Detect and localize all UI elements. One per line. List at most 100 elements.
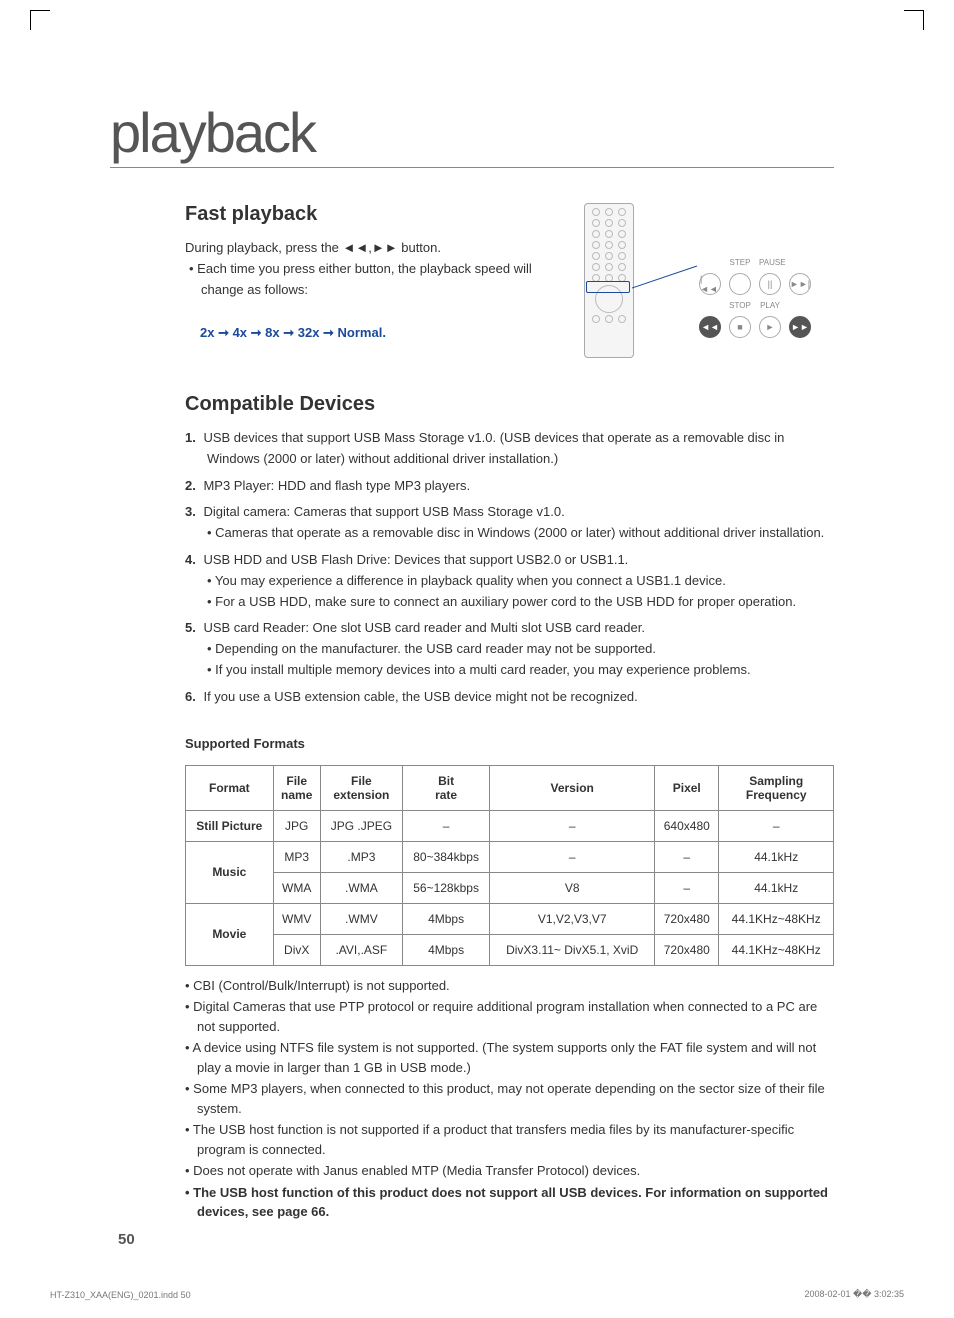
fast-playback-heading: Fast playback [185, 203, 544, 226]
table-header: Bitrate [402, 765, 489, 810]
table-cell: MP3 [273, 841, 320, 872]
footer-left: HT-Z310_XAA(ENG)_0201.indd 50 [50, 1290, 191, 1300]
table-header-row: FormatFilenameFileextensionBitrateVersio… [186, 765, 834, 810]
table-cell: – [490, 841, 655, 872]
list-item: 4. USB HDD and USB Flash Drive: Devices … [185, 550, 834, 612]
table-cell: .WMA [320, 872, 402, 903]
prev-button: |◄◄ [699, 273, 721, 295]
table-cell: V8 [490, 872, 655, 903]
format-cell: Music [186, 841, 274, 903]
table-cell: 44.1kHz [719, 841, 834, 872]
table-cell: 44.1KHz~48KHz [719, 934, 834, 965]
table-cell: DivX [273, 934, 320, 965]
table-row: MovieWMV.WMV4MbpsV1,V2,V3,V7720x48044.1K… [186, 903, 834, 934]
remote-figure: STEP PAUSE |◄◄ || ►►| STOP PLAY [584, 203, 834, 363]
page-number: 50 [118, 1231, 135, 1248]
table-cell: – [655, 872, 719, 903]
table-header: Pixel [655, 765, 719, 810]
stop-label: STOP [729, 301, 751, 310]
table-row: WMA.WMA56~128kbpsV8–44.1kHz [186, 872, 834, 903]
note-item: • The USB host function of this product … [185, 1183, 834, 1222]
speed-sequence: 2x ➞ 4x ➞ 8x ➞ 32x ➞ Normal. [200, 325, 544, 341]
remote-highlight [586, 281, 630, 293]
table-cell: .MP3 [320, 841, 402, 872]
list-sub-item: • For a USB HDD, make sure to connect an… [207, 592, 834, 613]
note-item: • CBI (Control/Bulk/Interrupt) is not su… [185, 976, 834, 996]
table-cell: .WMV [320, 903, 402, 934]
rewind-icon: ◄◄ [343, 240, 369, 255]
speed-bullet-text: Each time you press either button, the p… [197, 261, 532, 297]
note-item: • Does not operate with Janus enabled MT… [185, 1161, 834, 1181]
callout-line [632, 188, 702, 293]
compatible-heading: Compatible Devices [185, 393, 834, 416]
formats-table: FormatFilenameFileextensionBitrateVersio… [185, 765, 834, 966]
note-item: • Some MP3 players, when connected to th… [185, 1079, 834, 1118]
note-item: • A device using NTFS file system is not… [185, 1038, 834, 1077]
table-cell: 720x480 [655, 934, 719, 965]
table-cell: 4Mbps [402, 934, 489, 965]
page-content: playback Fast playback During playback, … [110, 100, 834, 1252]
table-header: Fileextension [320, 765, 402, 810]
table-cell: 720x480 [655, 903, 719, 934]
list-item: 2. MP3 Player: HDD and flash type MP3 pl… [185, 476, 834, 497]
list-item: 5. USB card Reader: One slot USB card re… [185, 618, 834, 680]
play-label: PLAY [759, 301, 781, 310]
footer-right: 2008-02-01 �� 3:02:35 [804, 1289, 904, 1300]
step-label: STEP [729, 258, 751, 267]
crop-mark-tr [904, 10, 924, 30]
rewind-button: ◄◄ [699, 316, 721, 338]
table-cell: DivX3.11~ DivX5.1, XviD [490, 934, 655, 965]
table-row: Still PictureJPGJPG .JPEG––640x480– [186, 810, 834, 841]
table-cell: JPG [273, 810, 320, 841]
table-header: Version [490, 765, 655, 810]
forward-icon: ►► [372, 240, 398, 255]
fast-playback-section: Fast playback During playback, press the… [185, 203, 834, 363]
list-item: 6. If you use a USB extension cable, the… [185, 687, 834, 708]
list-item: 1. USB devices that support USB Mass Sto… [185, 428, 834, 470]
table-cell: 4Mbps [402, 903, 489, 934]
formats-heading: Supported Formats [185, 736, 834, 751]
intro-pre: During playback, press the [185, 240, 343, 255]
table-cell: .AVI,.ASF [320, 934, 402, 965]
stop-button: ■ [729, 316, 751, 338]
table-cell: – [402, 810, 489, 841]
list-sub-item: • If you install multiple memory devices… [207, 660, 834, 681]
format-cell: Movie [186, 903, 274, 965]
table-cell: JPG .JPEG [320, 810, 402, 841]
fastforward-button: ►► [789, 316, 811, 338]
intro-post: button. [398, 240, 441, 255]
table-cell: 640x480 [655, 810, 719, 841]
table-cell: – [490, 810, 655, 841]
play-button: ► [759, 316, 781, 338]
table-cell: 44.1KHz~48KHz [719, 903, 834, 934]
fast-intro: During playback, press the ◄◄,►► button. [185, 238, 544, 259]
table-cell: 44.1kHz [719, 872, 834, 903]
pause-label: PAUSE [759, 258, 781, 267]
list-sub-item: • Cameras that operate as a removable di… [207, 523, 834, 544]
step-button [729, 273, 751, 295]
compatible-list: 1. USB devices that support USB Mass Sto… [185, 428, 834, 708]
table-header: Filename [273, 765, 320, 810]
table-cell: WMA [273, 872, 320, 903]
table-cell: – [719, 810, 834, 841]
pause-button: || [759, 273, 781, 295]
table-header: Format [186, 765, 274, 810]
format-cell: Still Picture [186, 810, 274, 841]
notes-list: • CBI (Control/Bulk/Interrupt) is not su… [185, 976, 834, 1222]
speed-bullet: • Each time you press either button, the… [189, 259, 544, 301]
table-row: DivX.AVI,.ASF4MbpsDivX3.11~ DivX5.1, Xvi… [186, 934, 834, 965]
table-header: SamplingFrequency [719, 765, 834, 810]
table-cell: WMV [273, 903, 320, 934]
note-item: • Digital Cameras that use PTP protocol … [185, 997, 834, 1036]
crop-mark-tl [30, 10, 50, 30]
table-cell: 56~128kbps [402, 872, 489, 903]
list-item: 3. Digital camera: Cameras that support … [185, 502, 834, 544]
chapter-title: playback [110, 100, 834, 168]
table-row: MusicMP3.MP380~384kbps––44.1kHz [186, 841, 834, 872]
table-cell: – [655, 841, 719, 872]
list-sub-item: • Depending on the manufacturer. the USB… [207, 639, 834, 660]
table-cell: 80~384kbps [402, 841, 489, 872]
table-cell: V1,V2,V3,V7 [490, 903, 655, 934]
control-buttons: STEP PAUSE |◄◄ || ►►| STOP PLAY [699, 258, 811, 344]
next-button: ►►| [789, 273, 811, 295]
